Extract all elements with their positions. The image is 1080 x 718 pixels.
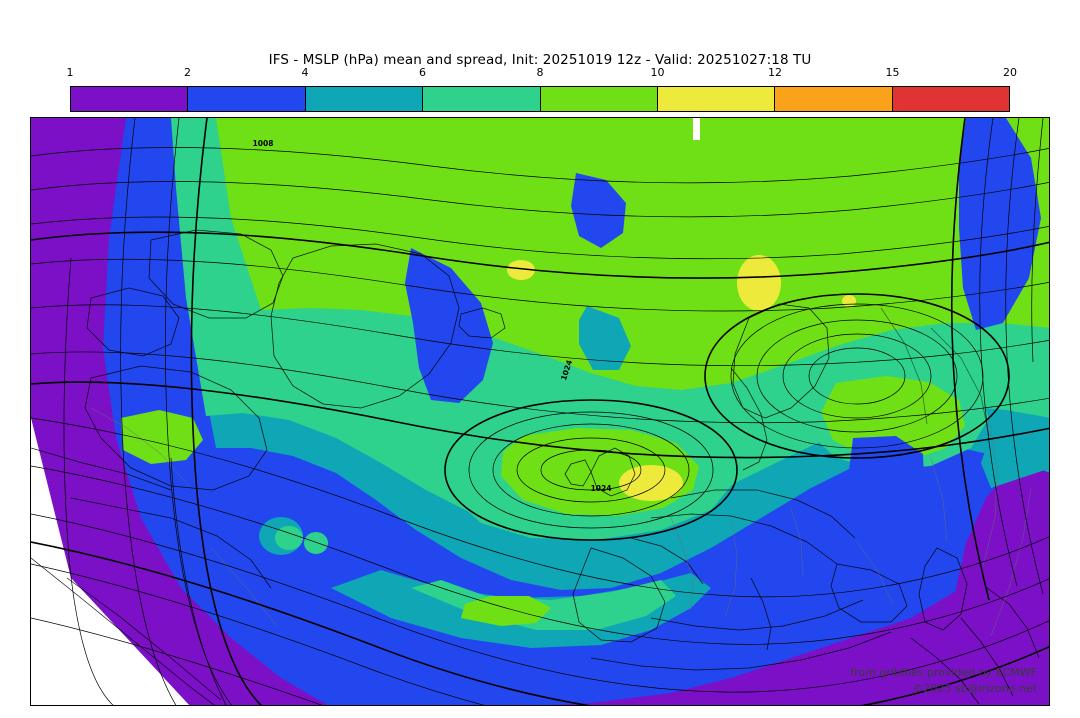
colorbar-segment-10-12 xyxy=(657,87,776,111)
colorbar-segment-12-15 xyxy=(775,87,893,111)
colorbar-tick-20: 20 xyxy=(1003,66,1017,79)
contour-label: 1008 xyxy=(253,139,274,148)
colorbar-segment-8-10 xyxy=(540,87,658,111)
colorbar-segment-4-6 xyxy=(305,87,424,111)
colorbar-tick-12: 12 xyxy=(768,66,782,79)
colorbar-tick-2: 2 xyxy=(184,66,191,79)
colorbar-tick-6: 6 xyxy=(419,66,426,79)
colorbar-segment-2-4 xyxy=(188,87,306,111)
colorbar-gradient xyxy=(70,86,1010,112)
colorbar: 1 2 4 6 8 10 12 15 20 xyxy=(67,66,1017,112)
colorbar-tick-labels: 1 2 4 6 8 10 12 15 20 xyxy=(66,66,1018,82)
colorbar-tick-10: 10 xyxy=(650,66,665,79)
colorbar-segment-1-2 xyxy=(71,87,189,111)
colorbar-segment-15-20 xyxy=(892,87,1009,111)
colorbar-tick-1: 1 xyxy=(66,66,74,79)
colorbar-tick-8: 8 xyxy=(536,66,544,79)
page-title: IFS - MSLP (hPa) mean and spread, Init: … xyxy=(268,52,812,68)
colorbar-tick-15: 15 xyxy=(885,66,900,79)
colorbar-segment-6-8 xyxy=(423,87,541,111)
contour-label: 1024 xyxy=(591,484,612,493)
colorbar-tick-4: 4 xyxy=(301,66,309,79)
map-canvas: 1008 1024 1024 xyxy=(31,118,1049,705)
map-panel[interactable]: 1008 1024 1024 from gribfiles provided b… xyxy=(30,117,1050,706)
